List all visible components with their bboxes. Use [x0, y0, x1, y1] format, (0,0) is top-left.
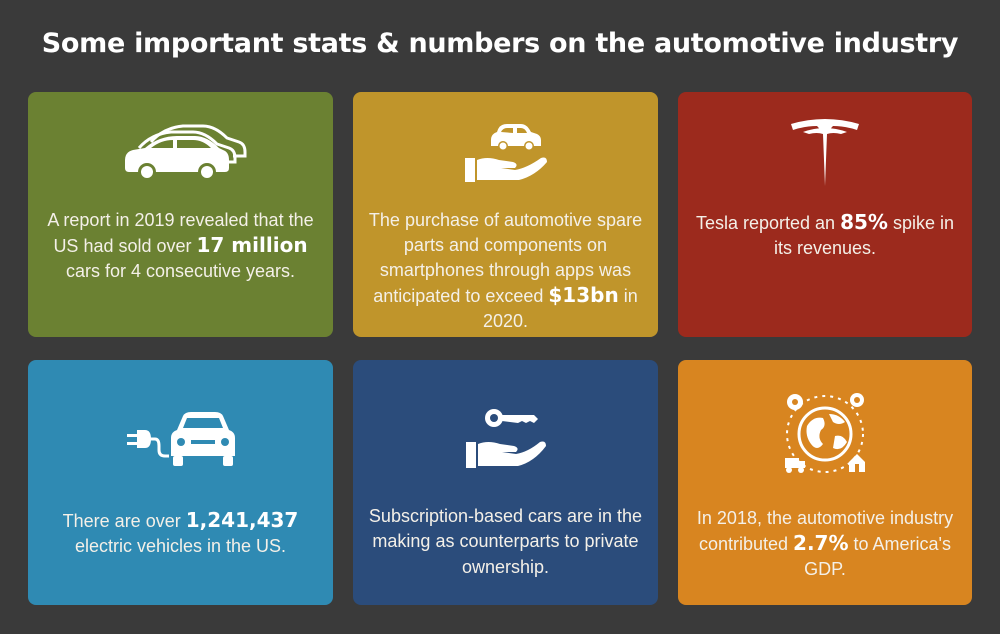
tesla-logo-icon — [678, 118, 972, 188]
hand-key-icon — [353, 406, 658, 472]
stat-text: Tesla reported an 85% spike in its reven… — [695, 210, 954, 258]
stat-text: There are over 1,241,437 electric vehicl… — [62, 508, 299, 556]
cars-icon — [28, 114, 333, 182]
hand-car-icon — [353, 118, 658, 186]
stat-highlight: $13bn — [548, 283, 619, 307]
stat-text: The purchase of automotive spare parts a… — [368, 210, 643, 331]
stat-highlight: 85% — [840, 210, 888, 234]
stat-card-spare-parts-apps: The purchase of automotive spare parts a… — [353, 92, 658, 337]
stat-card-us-car-sales: A report in 2019 revealed that the US ha… — [28, 92, 333, 337]
stat-card-gdp-contribution: In 2018, the automotive industry contrib… — [678, 360, 972, 605]
stat-text: In 2018, the automotive industry contrib… — [696, 508, 954, 579]
stat-highlight: 17 million — [196, 233, 308, 257]
stat-text: Subscription-based cars are in the makin… — [368, 506, 643, 577]
page-title: Some important stats & numbers on the au… — [41, 28, 959, 59]
stat-text: A report in 2019 revealed that the US ha… — [47, 210, 314, 281]
stat-highlight: 2.7% — [793, 531, 849, 555]
globe-industry-icon — [678, 386, 972, 476]
stat-card-electric-vehicles: There are over 1,241,437 electric vehicl… — [28, 360, 333, 605]
stat-card-subscription-cars: Subscription-based cars are in the makin… — [353, 360, 658, 605]
electric-car-plug-icon — [28, 410, 333, 470]
stat-highlight: 1,241,437 — [185, 508, 299, 532]
stat-card-tesla-revenue: Tesla reported an 85% spike in its reven… — [678, 92, 972, 337]
